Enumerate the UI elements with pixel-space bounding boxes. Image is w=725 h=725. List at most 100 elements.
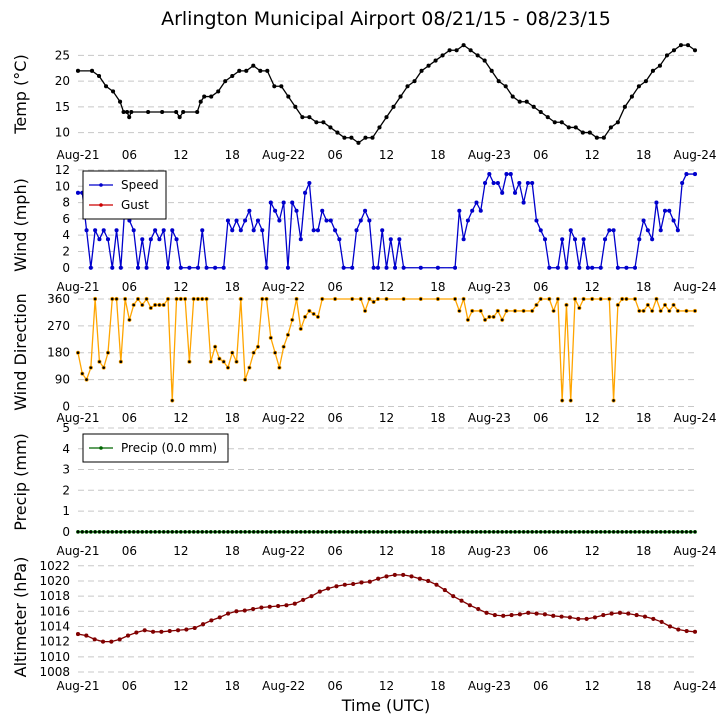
y-tick-label: 15 [55, 100, 70, 114]
data-point [195, 296, 201, 302]
data-point [461, 529, 466, 534]
data-point [401, 529, 406, 534]
data-point [512, 308, 518, 313]
data-point [598, 296, 603, 302]
data-point [609, 611, 614, 616]
data-point [341, 265, 346, 270]
data-point [567, 615, 572, 620]
data-point [290, 317, 295, 322]
data-point [268, 529, 273, 534]
data-point [684, 628, 689, 634]
data-point [230, 228, 235, 233]
data-point [96, 73, 102, 79]
data-point [517, 612, 522, 617]
data-point [467, 603, 472, 608]
data-point [127, 115, 132, 120]
y-tick-label: 4 [62, 442, 70, 456]
data-point [363, 529, 367, 534]
data-point [251, 350, 256, 355]
data-point [447, 48, 452, 53]
data-point [354, 529, 359, 534]
data-point [303, 314, 308, 319]
data-point [419, 68, 424, 73]
data-point [350, 529, 355, 534]
data-point [482, 180, 488, 186]
data-point [577, 305, 582, 310]
data-point [335, 130, 340, 135]
data-point [560, 529, 565, 534]
data-point [234, 359, 239, 364]
data-point [611, 228, 616, 233]
data-point [617, 610, 623, 615]
data-point [217, 356, 222, 361]
x-tick-label: 18 [225, 411, 240, 425]
x-tick-label: 18 [430, 544, 445, 558]
data-point [435, 265, 440, 270]
data-point [92, 637, 97, 642]
data-point [641, 218, 646, 223]
data-point [461, 43, 466, 48]
data-point [509, 613, 514, 618]
data-point [581, 296, 586, 302]
data-point [363, 208, 368, 213]
data-point [221, 359, 226, 364]
legend-box [82, 170, 167, 220]
x-tick-label: Aug-21 [56, 679, 99, 693]
x-tick-label: 12 [379, 679, 394, 693]
data-point [577, 529, 582, 534]
data-point [324, 529, 329, 534]
data-point [620, 296, 625, 302]
data-point [281, 344, 286, 349]
data-point [602, 237, 608, 242]
data-point [534, 611, 539, 616]
data-point [100, 639, 106, 644]
data-point [242, 608, 247, 613]
data-point [504, 172, 509, 177]
data-point [191, 529, 196, 534]
data-point [568, 398, 573, 403]
data-point [440, 529, 445, 534]
data-point [324, 218, 329, 223]
data-point [349, 135, 354, 140]
data-point [671, 218, 676, 223]
data-point [111, 89, 116, 94]
data-point [410, 529, 415, 534]
data-point [435, 296, 440, 302]
data-point [110, 529, 115, 534]
data-point [384, 265, 389, 270]
data-point [620, 529, 625, 534]
data-point [195, 265, 201, 270]
data-point [196, 529, 200, 534]
data-point [601, 613, 606, 618]
data-point [538, 109, 543, 115]
data-point [165, 265, 171, 270]
data-point [88, 365, 93, 370]
data-point [375, 296, 380, 302]
data-point [247, 208, 252, 213]
data-point [461, 296, 466, 302]
data-point [585, 265, 590, 270]
x-tick-label: 06 [327, 148, 342, 162]
data-point [326, 586, 331, 591]
data-point [530, 529, 535, 534]
data-point [75, 632, 81, 637]
data-point [201, 622, 206, 627]
data-point [552, 120, 557, 125]
data-point [136, 529, 140, 534]
data-point [633, 529, 637, 534]
data-point [273, 350, 278, 355]
panel-wind: 0 2 4 6 8 10 12 Wind (mph) Aug-21 06 12 18 Aug-22 06 1… [11, 163, 717, 294]
data-point [680, 180, 685, 186]
x-tick-label: Aug-23 [468, 544, 511, 558]
data-point [641, 308, 646, 313]
data-point [106, 529, 110, 534]
data-point [174, 109, 179, 115]
data-point [251, 228, 256, 233]
data-point [495, 308, 500, 313]
data-point [491, 314, 496, 319]
data-point [555, 296, 560, 302]
x-tick-label: 18 [225, 148, 240, 162]
x-tick-label: 06 [327, 544, 342, 558]
legend-precip: Precip (0.0 mm) [82, 433, 229, 463]
data-point [170, 228, 175, 233]
